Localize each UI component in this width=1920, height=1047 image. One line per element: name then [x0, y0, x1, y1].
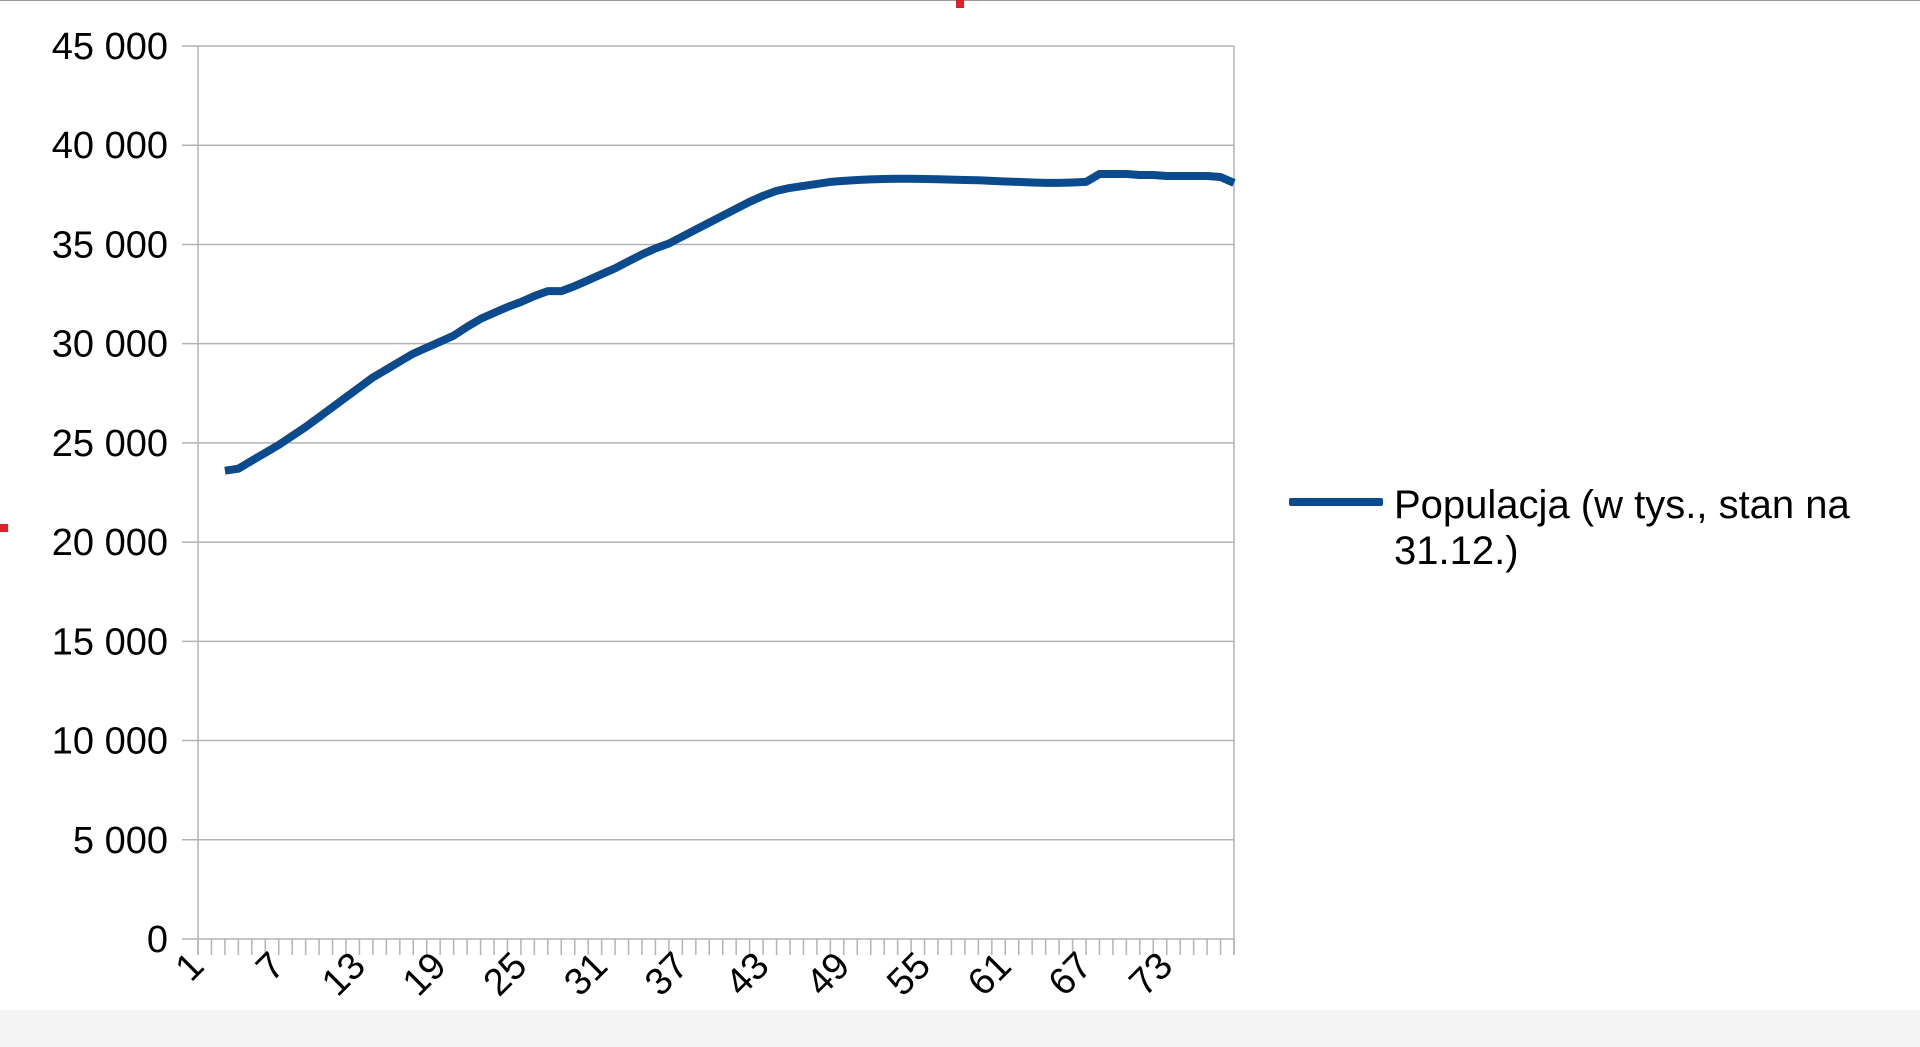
y-tick-label: 0: [147, 919, 168, 961]
x-tick-label: 31: [556, 945, 616, 1005]
x-tick-label: 73: [1121, 945, 1181, 1005]
x-tick-label: 19: [395, 945, 455, 1005]
y-tick-label: 40 000: [52, 125, 168, 167]
x-tick-label: 43: [718, 945, 778, 1005]
x-tick-label: 25: [476, 945, 536, 1005]
y-tick-labels: 0 5 000 10 000 15 000 20 000 25 000 30 000 35 0…: [52, 26, 168, 961]
y-tick-label: 45 000: [52, 26, 168, 68]
legend-entry-label: Populacja (w tys., stan na 31.12.): [1394, 483, 1850, 573]
y-tick-label: 15 000: [52, 621, 168, 663]
x-tick-label: 49: [799, 945, 859, 1005]
y-tick-label: 25 000: [52, 423, 168, 465]
x-tick-label: 61: [960, 945, 1020, 1005]
bottom-strip: [0, 1010, 1920, 1047]
x-tick-label: 67: [1041, 945, 1101, 1005]
selection-handle-top[interactable]: [956, 0, 964, 8]
y-tick-label: 5 000: [73, 820, 168, 862]
legend-swatch: [1289, 498, 1383, 506]
series-line-0: [224, 170, 1236, 475]
grid-lines: [182, 45, 1234, 940]
axes: [197, 46, 1235, 955]
y-tick-label: 10 000: [52, 721, 168, 763]
x-tick-label: 7: [248, 945, 293, 990]
x-tick-label: 13: [314, 945, 374, 1005]
x-tick-label: 1: [168, 945, 213, 990]
series-lines: [224, 170, 1236, 475]
y-tick-label: 20 000: [52, 522, 168, 564]
x-tick-label: 37: [637, 945, 697, 1005]
y-tick-label: 35 000: [52, 224, 168, 266]
y-tick-label: 30 000: [52, 324, 168, 366]
x-tick-label: 55: [879, 945, 939, 1005]
selection-handle-left[interactable]: [0, 524, 8, 532]
